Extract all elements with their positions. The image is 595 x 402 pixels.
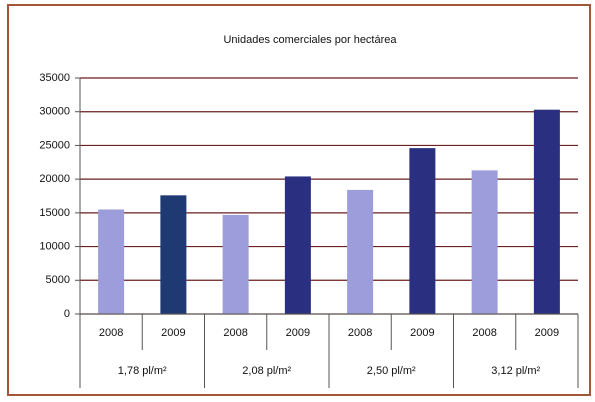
x-tick-label: 2008: [99, 327, 123, 339]
bar: [347, 189, 374, 314]
y-tick-label: 25000: [39, 139, 70, 151]
y-tick-label: 15000: [39, 207, 70, 219]
bar: [98, 209, 125, 314]
y-tick-label: 5000: [46, 274, 70, 286]
y-tick-label: 35000: [39, 72, 70, 84]
y-tick-label: 20000: [39, 173, 70, 185]
bar: [533, 109, 560, 314]
group-label: 2,08 pl/m²: [242, 365, 291, 377]
bar: [160, 195, 187, 314]
y-tick-label: 10000: [39, 240, 70, 252]
x-tick-label: 2009: [286, 327, 310, 339]
bar: [409, 148, 436, 314]
bar: [284, 176, 311, 314]
bar: [471, 170, 498, 314]
chart-title: Unidades comerciales por hectárea: [223, 34, 397, 46]
group-label: 1,78 pl/m²: [118, 365, 167, 377]
x-tick-label: 2009: [161, 327, 185, 339]
x-tick-label: 2008: [472, 327, 496, 339]
x-tick-label: 2009: [535, 327, 559, 339]
y-tick-label: 30000: [39, 106, 70, 118]
bar: [222, 214, 249, 314]
x-tick-label: 2009: [410, 327, 434, 339]
group-label: 3,12 pl/m²: [491, 365, 540, 377]
group-label: 2,50 pl/m²: [367, 365, 416, 377]
x-tick-label: 2008: [223, 327, 247, 339]
y-tick-label: 0: [64, 308, 70, 320]
x-tick-label: 2008: [348, 327, 372, 339]
